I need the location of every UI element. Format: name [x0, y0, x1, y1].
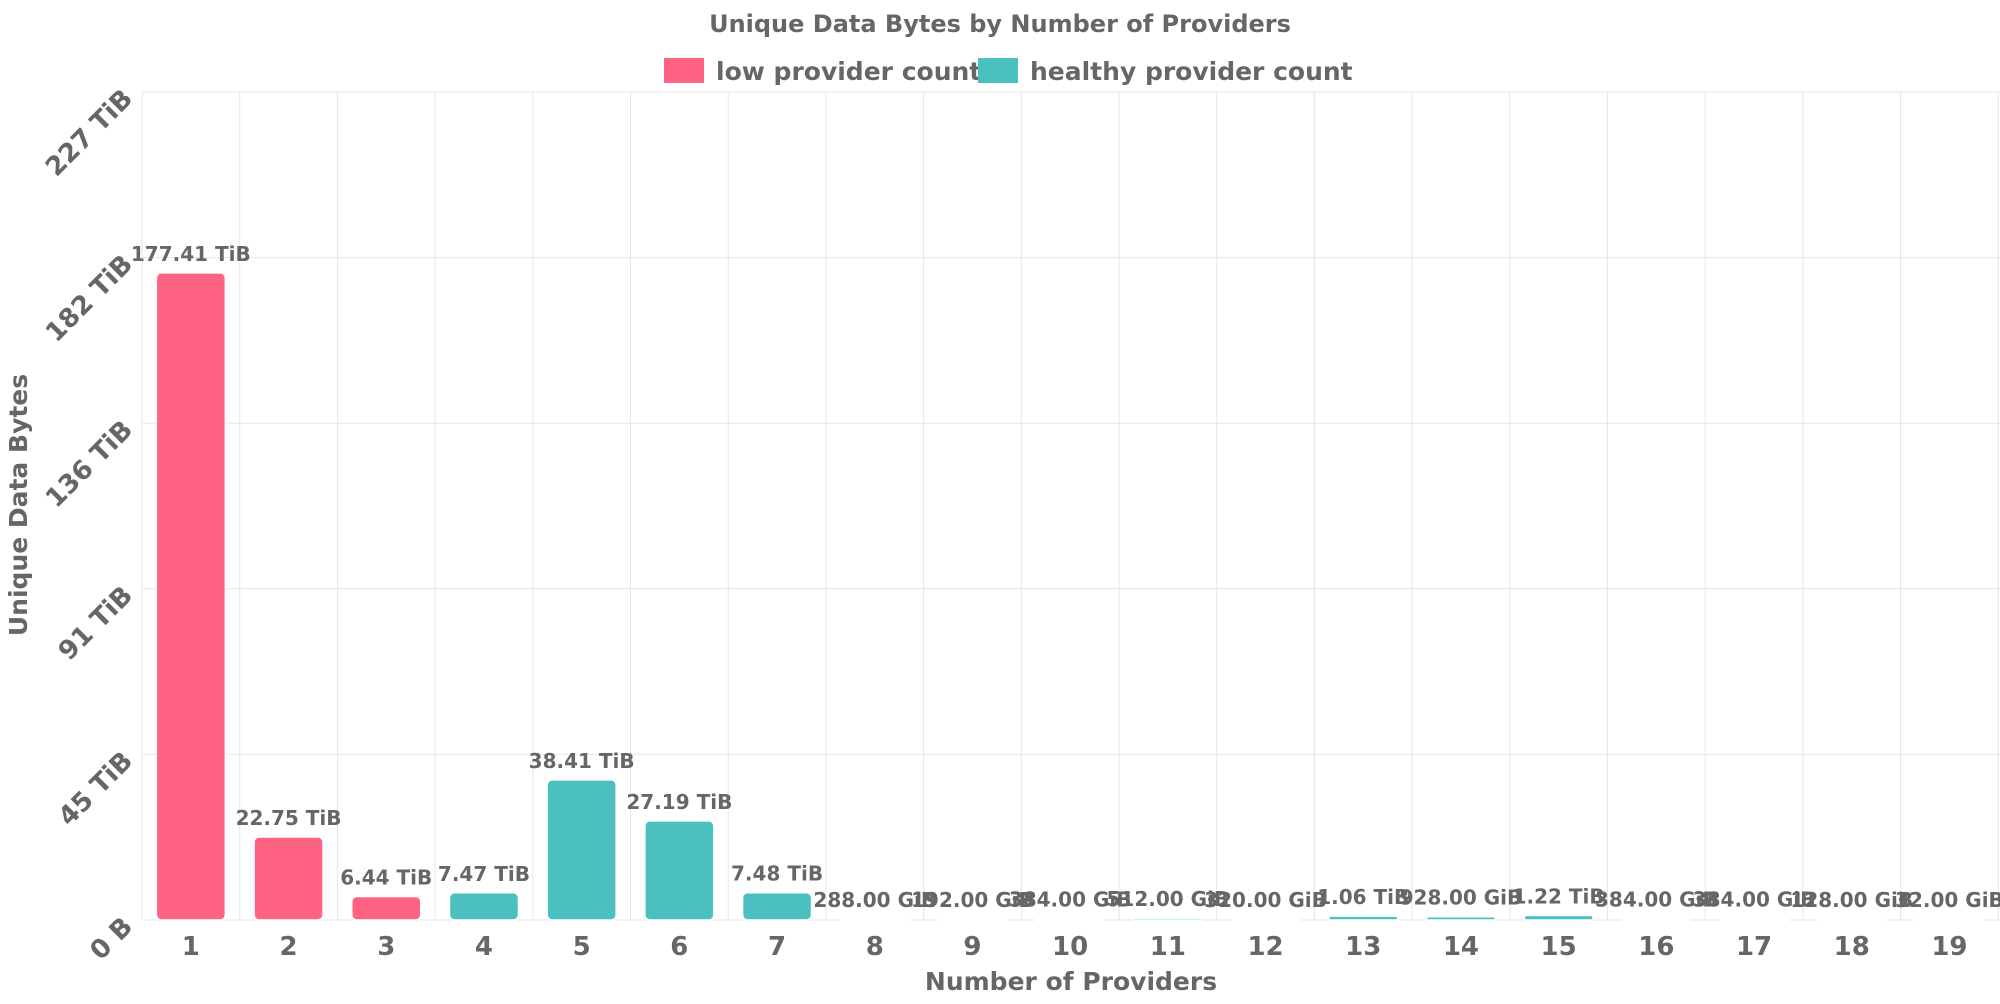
x-tick-label: 17	[1736, 932, 1772, 962]
x-tick-label: 14	[1443, 932, 1479, 962]
bar[interactable]	[1718, 917, 1790, 921]
x-tick-label: 9	[963, 932, 981, 962]
x-tick-label: 16	[1638, 932, 1674, 962]
bar[interactable]	[644, 820, 715, 921]
legend-swatch-low	[664, 58, 704, 83]
y-tick-label: 136 TiB	[40, 415, 139, 514]
bar-value-label: 1.22 TiB	[1513, 885, 1605, 909]
bar[interactable]	[1425, 915, 1497, 921]
y-tick-label: 227 TiB	[40, 84, 139, 183]
bar-value-label: 320.00 GiB	[1204, 888, 1327, 912]
bar[interactable]	[155, 272, 227, 921]
bar[interactable]	[1034, 917, 1106, 921]
bar-value-label: 22.75 TiB	[236, 806, 342, 830]
x-tick-label: 12	[1247, 932, 1283, 962]
x-tick-label: 15	[1541, 932, 1577, 962]
bar-value-label: 128.00 GiB	[1790, 888, 1913, 912]
y-axis-title: Unique Data Bytes	[4, 374, 33, 636]
x-tick-label: 6	[670, 932, 688, 962]
legend-swatch-healthy	[978, 58, 1018, 83]
legend-label-low[interactable]: low provider count	[716, 57, 981, 86]
bar-value-label: 384.00 GiB	[1693, 888, 1816, 912]
bar-value-label: 7.47 TiB	[438, 862, 530, 886]
x-tick-label: 8	[866, 932, 884, 962]
bar[interactable]	[741, 891, 813, 921]
bar[interactable]	[253, 836, 324, 921]
x-tick-label: 13	[1345, 932, 1381, 962]
bar[interactable]	[448, 892, 520, 921]
x-tick-label: 4	[475, 932, 493, 962]
x-axis-ticks: 1 2 3 4 5 6 7 8 9 10 11 12 13 14 15 16 17 18 19	[182, 932, 1968, 962]
x-tick-label: 11	[1150, 932, 1186, 962]
y-tick-label: 91 TiB	[53, 581, 139, 667]
bar-value-label: 192.00 GiB	[911, 888, 1034, 912]
bars	[155, 272, 1985, 921]
bar-value-label: 384.00 GiB	[1595, 888, 1718, 912]
x-tick-label: 1	[182, 932, 200, 962]
bar-value-label: 6.44 TiB	[340, 866, 432, 890]
y-tick-label: 0 B	[85, 912, 139, 966]
bar[interactable]	[1132, 917, 1204, 921]
y-axis-ticks: 0 B 45 TiB 91 TiB 136 TiB 182 TiB 227 TiB	[40, 84, 139, 966]
grid	[141, 91, 2000, 921]
bar-value-label: 928.00 GiB	[1400, 886, 1523, 910]
legend-label-healthy[interactable]: healthy provider count	[1030, 57, 1353, 86]
bar-value-label: 32.00 GiB	[1895, 888, 2000, 912]
bar[interactable]	[1328, 915, 1399, 921]
bar[interactable]	[1523, 914, 1594, 921]
bar-value-label: 177.41 TiB	[131, 242, 251, 266]
x-tick-label: 19	[1931, 932, 1967, 962]
bar-value-label: 512.00 GiB	[1107, 887, 1230, 911]
x-tick-label: 10	[1052, 932, 1088, 962]
y-tick-label: 45 TiB	[53, 746, 139, 832]
bar-value-label: 384.00 GiB	[1009, 888, 1132, 912]
y-tick-label: 182 TiB	[40, 249, 139, 348]
x-axis-title: Number of Providers	[925, 967, 1217, 996]
x-tick-label: 18	[1834, 932, 1870, 962]
x-tick-label: 2	[280, 932, 298, 962]
bar-value-label: 288.00 GiB	[813, 888, 936, 912]
bar[interactable]	[839, 918, 910, 921]
bar[interactable]	[937, 918, 1008, 921]
bar-value-label: 7.48 TiB	[731, 862, 823, 886]
bar[interactable]	[1914, 918, 1985, 921]
bar[interactable]	[1621, 917, 1692, 921]
bar[interactable]	[1816, 918, 1887, 921]
legend[interactable]: low provider count healthy provider coun…	[664, 57, 1353, 86]
bar-labels: 177.41 TiB 22.75 TiB 6.44 TiB 7.47 TiB 38.41…	[131, 242, 2000, 912]
bar[interactable]	[1230, 918, 1301, 921]
x-tick-label: 5	[573, 932, 591, 962]
bar-value-label: 1.06 TiB	[1317, 885, 1409, 909]
bar-value-label: 38.41 TiB	[529, 749, 635, 773]
bar[interactable]	[351, 895, 422, 921]
bar-value-label: 27.19 TiB	[626, 790, 732, 814]
x-tick-label: 3	[377, 932, 395, 962]
bar[interactable]	[546, 779, 617, 921]
x-tick-label: 7	[768, 932, 786, 962]
chart-title: Unique Data Bytes by Number of Providers	[709, 10, 1291, 38]
